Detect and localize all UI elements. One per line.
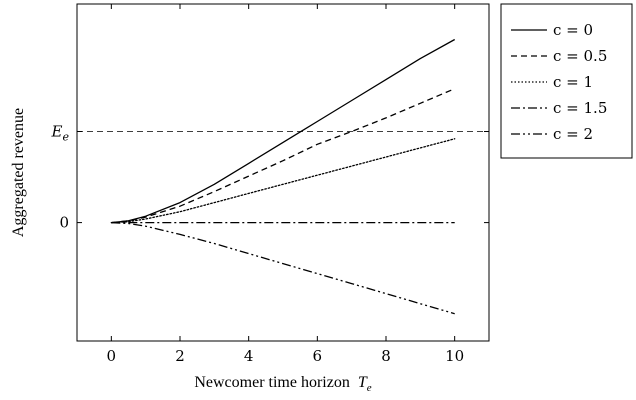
y-tick-label-symbol: E — [51, 123, 63, 141]
x-axis-label: Newcomer time horizon Te — [194, 374, 371, 394]
legend-label-3: c = 1.5 — [553, 99, 607, 117]
x-axis-label-symbol: T — [358, 374, 368, 391]
series-line-0 — [111, 38, 456, 224]
legend-label-1: c = 0.5 — [553, 47, 607, 65]
x-tick-label: 0 — [107, 347, 117, 365]
y-tick-label: Ee — [51, 123, 70, 144]
legend-label-4: c = 2 — [553, 125, 593, 143]
x-tick-label: 8 — [381, 347, 391, 365]
x-tick-label: 10 — [445, 347, 464, 365]
y-axis-label: Aggregated revenue — [10, 108, 27, 237]
y-tick-label: 0 — [59, 214, 69, 232]
x-tick-label: 2 — [175, 347, 185, 365]
x-tick-label: 6 — [313, 347, 323, 365]
x-axis-label-text: Newcomer time horizon — [194, 374, 350, 391]
series-line-4 — [111, 221, 455, 315]
series-layer — [110, 38, 456, 315]
plot-frame — [76, 3, 490, 342]
y-axis: 0 Ee — [51, 123, 489, 232]
x-tick-label: 4 — [244, 347, 254, 365]
y-tick-label-subscript: e — [62, 131, 69, 144]
legend: c = 0 c = 0.5 c = 1 c = 1.5 c = 2 — [500, 3, 633, 159]
legend-label-2: c = 1 — [553, 73, 593, 91]
legend-label-0: c = 0 — [553, 21, 593, 39]
x-axis: 0 2 4 6 8 10 — [107, 4, 464, 365]
series-line-2 — [110, 138, 456, 224]
x-axis-label-subscript: e — [367, 382, 372, 394]
series-line-1 — [111, 88, 455, 224]
